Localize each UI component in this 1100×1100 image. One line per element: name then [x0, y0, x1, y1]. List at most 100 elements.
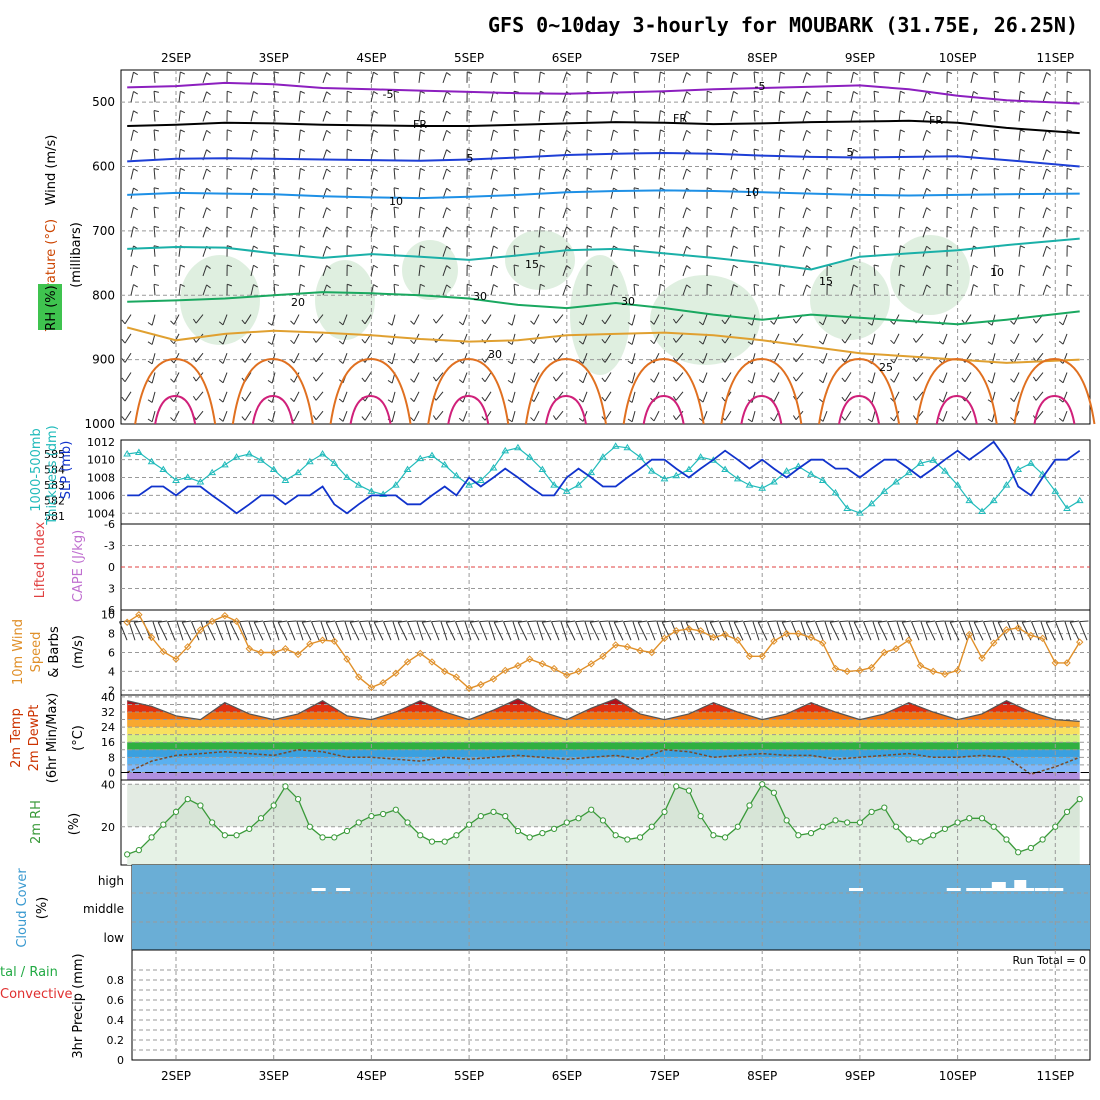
upper-wind-barb-flag [707, 148, 713, 152]
wind10m-barb-flag [215, 620, 225, 623]
upper-wind-barb-flag [613, 148, 618, 153]
upper-wind-barb [658, 129, 661, 141]
wind10m-barb [608, 621, 616, 641]
wind10m-barb-flag [167, 620, 177, 623]
upper-wind-barb [610, 284, 614, 296]
upper-wind-barb [435, 372, 444, 382]
upper-wind-barb [322, 226, 328, 238]
pressure-tick: 600 [92, 160, 115, 174]
rh2m-marker [636, 834, 644, 841]
upper-wind-barb [631, 410, 636, 422]
upper-wind-barb [538, 129, 541, 141]
upper-wind-barb-flag [513, 90, 519, 93]
upper-wind-barb-flag [1046, 226, 1051, 231]
upper-wind-barb [773, 391, 780, 402]
upper-wind-barb-flag [227, 148, 233, 152]
upper-wind-barb-flag [686, 149, 691, 154]
upper-wind-barb-flag [121, 358, 126, 363]
upper-wind-barb-flag [753, 110, 759, 113]
upper-wind-barb [250, 91, 254, 103]
upper-wind-barb-flag [513, 245, 519, 248]
upper-wind-barb-flag [273, 90, 279, 93]
upper-wind-barb [391, 333, 396, 345]
upper-wind-barb-flag [192, 318, 197, 324]
upper-wind-barb [322, 91, 328, 103]
upper-wind-barb [898, 226, 901, 238]
wind10m-barb [935, 621, 944, 641]
upper-wind-barb-flag [121, 338, 126, 344]
upper-wind-barb-flag [587, 110, 593, 113]
upper-wind-barb [513, 207, 516, 219]
upper-wind-barb-flag [393, 110, 399, 113]
date-label-top: 5SEP [454, 51, 484, 65]
upper-wind-barb [631, 391, 636, 403]
upper-wind-barb-flag [633, 129, 639, 132]
upper-wind-barb [802, 284, 808, 296]
upper-wind-barb-flag [326, 207, 331, 212]
upper-wind-barb-flag [326, 168, 331, 173]
rh2m-marker [905, 836, 912, 843]
upper-wind-barb-flag [1058, 417, 1064, 422]
temp-band [127, 757, 1080, 765]
upper-wind-barb [153, 71, 156, 83]
upper-wind-barb [555, 372, 564, 382]
upper-wind-barb [702, 314, 708, 326]
upper-wind-barb [873, 264, 876, 277]
rh2m-marker [661, 808, 668, 815]
upper-wind-barb-flag [133, 284, 138, 288]
upper-wind-barb-flag [206, 91, 211, 96]
upper-wind-barb-flag [513, 225, 519, 228]
date-label-top: 10SEP [939, 51, 977, 65]
cloud-level-label: high [98, 874, 124, 888]
rh2m-marker [246, 825, 253, 832]
upper-wind-barb-flag [467, 148, 473, 152]
upper-wind-barb [724, 352, 732, 363]
upper-wind-barb [322, 130, 328, 141]
upper-wind-barb [922, 207, 928, 219]
ylabel-speed: Speed [29, 632, 44, 673]
upper-wind-barb [442, 130, 448, 141]
upper-wind-barb-flag [806, 91, 811, 96]
upper-wind-barb-flag [273, 283, 279, 286]
thickness-marker [208, 468, 217, 476]
upper-wind-barb [151, 410, 156, 422]
upper-wind-barb-flag [578, 340, 584, 345]
upper-wind-barb [1013, 391, 1020, 402]
upper-wind-barb [178, 207, 181, 219]
rh2m-marker [319, 834, 326, 841]
wind10m-marker [660, 634, 669, 643]
upper-wind-barb [1042, 207, 1048, 219]
upper-wind-barb [610, 129, 614, 141]
isotherm-30-loop [818, 357, 901, 425]
thickness-marker [489, 464, 498, 471]
upper-wind-barb-flag [841, 416, 846, 421]
precip-tick: 0.8 [107, 974, 125, 987]
upper-wind-barb [442, 226, 448, 238]
upper-wind-barb-flag [420, 225, 426, 229]
wind10m-barb-flag [863, 620, 873, 623]
upper-wind-barb [850, 284, 854, 296]
upper-wind-barb-flag [432, 376, 437, 382]
upper-wind-barb [964, 314, 972, 325]
upper-wind-barb [730, 91, 734, 103]
upper-wind-barb [702, 391, 708, 403]
rh2m-marker [892, 823, 900, 830]
upper-wind-barb-flag [993, 187, 999, 190]
ylabel-degc: (°C) [71, 725, 86, 751]
wind10m-barb-flag [287, 620, 297, 623]
wind10m-marker [440, 667, 449, 676]
upper-wind-barb [802, 168, 808, 180]
upper-wind-barb [893, 333, 900, 344]
upper-wind-barb-flag [733, 187, 738, 191]
wind10m-marker [587, 660, 595, 668]
upper-wind-barb [322, 110, 328, 122]
upper-wind-barb-flag [1032, 395, 1037, 401]
upper-wind-barb-flag [1020, 71, 1026, 75]
wind10m-barb [176, 621, 184, 641]
upper-wind-barb-flag [290, 320, 295, 325]
contour-label: FR [413, 118, 427, 131]
upper-wind-barb-flag [253, 168, 258, 172]
wind10m-barb [656, 621, 664, 641]
upper-wind-barb-flag [806, 168, 811, 173]
upper-wind-barb [153, 226, 156, 238]
